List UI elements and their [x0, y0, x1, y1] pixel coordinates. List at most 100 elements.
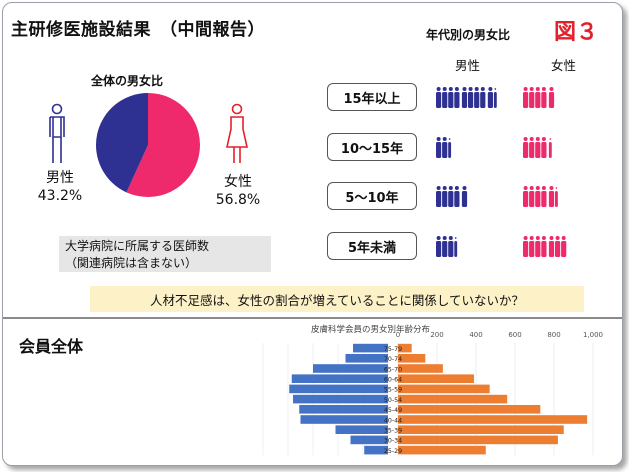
male-group-row-1-half-person	[448, 138, 452, 158]
male-group-row-2-person	[448, 186, 454, 207]
bar-female	[398, 445, 486, 455]
female-label-group: 女性 56.8%	[211, 173, 265, 209]
bar-female	[398, 343, 412, 353]
female-group-row-3-person	[523, 236, 529, 257]
bar-male	[293, 394, 388, 404]
bar-male	[313, 364, 388, 373]
bar-female	[398, 415, 588, 424]
category-label: 45-49	[384, 407, 402, 414]
right-axis-tick: 200	[430, 331, 443, 339]
male-group-row-0-person	[468, 87, 474, 108]
female-group-row-3-person	[561, 236, 567, 257]
male-group-row-0-person	[448, 87, 454, 108]
male-group-row-0-person	[436, 87, 442, 108]
category-label: 30-34	[384, 438, 402, 445]
gender-pie-chart	[96, 93, 200, 197]
male-group-row-0-person	[480, 87, 486, 108]
bar-male	[299, 405, 388, 414]
right-axis-tick: 1,000	[583, 331, 603, 339]
female-group-row-3-person	[529, 236, 535, 257]
category-label: 60-64	[384, 377, 402, 384]
female-label: 女性	[224, 174, 252, 190]
female-group-row-1-person	[523, 137, 529, 158]
age-row-label-0: 15年以上	[327, 83, 417, 111]
female-group-row-2-person	[535, 186, 541, 207]
male-person-icon	[49, 103, 65, 163]
male-group-row-2-person	[454, 186, 460, 207]
conclusion-banner: 人材不足感は、女性の割合が増えていることに関係していないか？	[90, 286, 584, 312]
chart-title: 皮膚科学会員の男女別年齢分布	[311, 324, 430, 335]
female-group-row-3-person	[541, 236, 547, 257]
female-group-row-0-person	[535, 87, 541, 108]
male-group-row-3	[436, 236, 458, 257]
male-column-header: 男性	[455, 58, 481, 73]
bar-male	[289, 384, 388, 394]
female-group-row-0-person	[529, 87, 535, 108]
bar-male	[364, 445, 388, 455]
male-group-row-1-person	[436, 137, 442, 158]
bar-female	[398, 374, 475, 383]
category-label: 70-74	[384, 356, 402, 363]
pie-title: 全体の男女比	[91, 74, 164, 88]
female-group-row-1-person	[529, 137, 535, 158]
female-group-row-2-half-person	[555, 187, 558, 207]
bar-male	[335, 425, 388, 434]
female-group-row-0-person	[548, 87, 555, 108]
category-label: 55-59	[384, 387, 402, 394]
male-group-row-1	[436, 137, 452, 158]
age-people-pictograph	[436, 87, 567, 257]
male-group-row-3-person	[436, 236, 442, 257]
male-group-row-3-person	[448, 236, 454, 257]
female-group-row-3-person	[548, 236, 555, 257]
female-group-row-2-person	[523, 186, 529, 207]
male-percent: 43.2%	[37, 188, 83, 204]
male-group-row-0	[436, 87, 497, 108]
female-group-row-2-person	[548, 186, 555, 207]
category-label: 75-79	[384, 346, 402, 353]
female-group-row-1-person	[541, 137, 547, 158]
female-group-row-1-person	[535, 137, 541, 158]
female-group-row-1	[523, 137, 552, 158]
bar-male	[350, 435, 388, 445]
male-group-row-2-person	[436, 186, 442, 207]
right-axis-tick: 800	[547, 331, 560, 339]
male-label-group: 男性 43.2%	[35, 169, 85, 205]
note-box: 大学病院に所属する医師数 （関連病院は含まない）	[59, 236, 271, 272]
note-line-2: （関連病院は含まない）	[65, 256, 198, 270]
female-group-row-0-person	[523, 87, 529, 108]
bar-female	[398, 405, 541, 414]
female-group-row-2	[523, 186, 558, 207]
pie-slice-female	[126, 93, 200, 197]
male-group-row-0-person	[474, 87, 480, 108]
bar-male	[353, 343, 388, 353]
male-group-row-0-person	[454, 87, 460, 108]
bar-female	[398, 394, 508, 404]
right-axis-tick: 0	[396, 331, 400, 339]
page-title: 主研修医施設結果 （中間報告）	[11, 20, 265, 40]
right-axis-tick: 600	[508, 331, 521, 339]
male-group-row-0-person	[461, 87, 468, 108]
male-group-row-2	[436, 186, 468, 207]
figure-label: 図３	[554, 20, 599, 45]
bar-female	[398, 425, 564, 434]
male-group-row-1-person	[442, 137, 448, 158]
female-group-row-2-person	[529, 186, 535, 207]
pie-slice-male	[96, 93, 148, 193]
male-group-row-3-half-person	[454, 237, 458, 257]
male-group-row-3-person	[442, 236, 448, 257]
age-row-label-1: 10～15年	[327, 133, 417, 161]
male-group-row-0-person	[442, 87, 448, 108]
category-label: 35-39	[384, 428, 402, 435]
category-label: 40-44	[384, 417, 402, 424]
female-column-header: 女性	[551, 58, 577, 73]
male-label: 男性	[46, 170, 74, 186]
age-pyramid-chart: 皮膚科学会員の男女別年齢分布 02004006008001,0001,00080…	[262, 324, 603, 456]
age-row-label-3: 5年未満	[327, 232, 417, 260]
bar-male	[345, 354, 388, 363]
female-group-row-0	[523, 87, 555, 108]
female-group-row-3-person	[535, 236, 541, 257]
bar-male	[291, 374, 388, 383]
female-group-row-1-half-person	[548, 138, 552, 158]
section-divider	[3, 317, 622, 319]
right-axis-tick: 400	[469, 331, 482, 339]
